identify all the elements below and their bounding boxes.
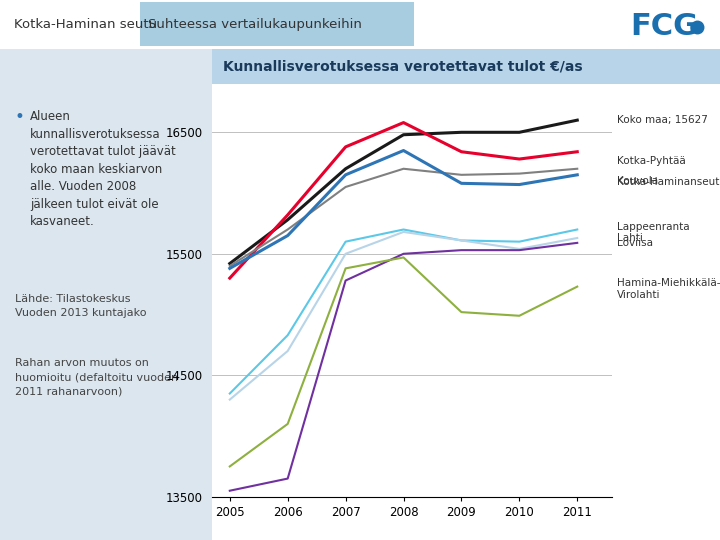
Text: Loviisa: Loviisa bbox=[618, 238, 654, 248]
FancyBboxPatch shape bbox=[140, 2, 414, 46]
Text: Lähde: Tilastokeskus
Vuoden 2013 kuntajako: Lähde: Tilastokeskus Vuoden 2013 kuntaja… bbox=[15, 294, 146, 318]
Text: Suhteessa vertailukaupunkeihin: Suhteessa vertailukaupunkeihin bbox=[148, 18, 361, 31]
FancyBboxPatch shape bbox=[0, 49, 212, 540]
Text: FCG: FCG bbox=[630, 12, 698, 41]
Text: •: • bbox=[15, 107, 24, 126]
Text: Alueen
kunnallisverotuksessa
verotettavat tulot jäävät
koko maan keskiarvon
alle: Alueen kunnallisverotuksessa verotettava… bbox=[30, 110, 176, 228]
Text: Lahti: Lahti bbox=[618, 233, 643, 243]
Text: Kouvola: Kouvola bbox=[618, 176, 659, 186]
Text: Lappeenranta: Lappeenranta bbox=[618, 222, 690, 232]
Text: Kotka-Haminan seutu: Kotka-Haminan seutu bbox=[14, 18, 158, 31]
FancyBboxPatch shape bbox=[212, 49, 720, 84]
Text: Koko maa; 15627: Koko maa; 15627 bbox=[618, 115, 708, 125]
Text: Kunnallisverotuksessa verotettavat tulot €/as: Kunnallisverotuksessa verotettavat tulot… bbox=[222, 59, 582, 73]
Text: Kotka-Pyhtää: Kotka-Pyhtää bbox=[618, 157, 686, 166]
Text: Hamina-Miehikkälä-
Virolahti: Hamina-Miehikkälä- Virolahti bbox=[618, 278, 720, 300]
Text: Kotka-Haminanseutu: Kotka-Haminanseutu bbox=[618, 177, 720, 187]
Text: Rahan arvon muutos on
huomioitu (defaltoitu vuoden
2011 rahanarvoon): Rahan arvon muutos on huomioitu (defalto… bbox=[15, 358, 178, 396]
